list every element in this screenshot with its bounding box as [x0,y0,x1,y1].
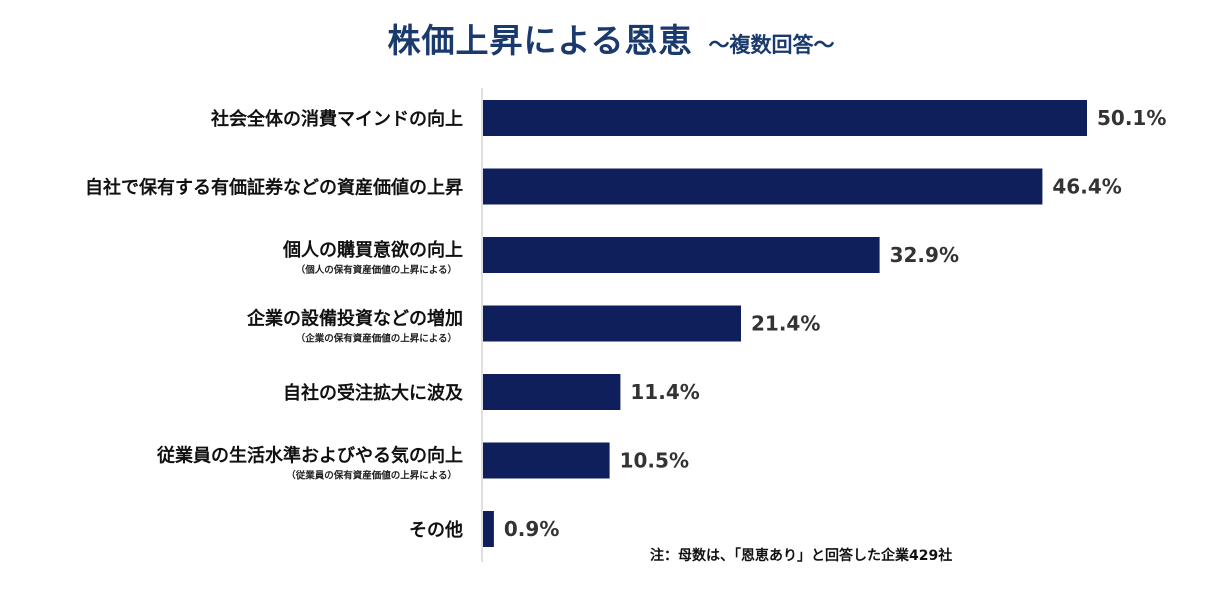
bar [483,442,610,479]
footnote: 注：母数は、「恩恵あり」と回答した企業429社 [650,548,953,564]
bar-value-label: 10.5% [620,449,689,473]
chart-header: 株価上昇による恩恵 ～複数回答～ [0,14,1222,62]
chart-subtitle: ～複数回答～ [708,33,835,57]
bar [483,168,1043,205]
category-label: 社会全体の消費マインドの向上 [211,108,463,130]
bar [483,511,494,547]
bar-value-label: 46.4% [1052,175,1121,199]
bar [483,374,621,410]
bar-value-label: 21.4% [751,312,820,336]
bar-value-label: 11.4% [630,380,699,404]
category-sublabel: （企業の保有資産価値の上昇による） [296,333,457,345]
chart-title: 株価上昇による恩恵 [387,21,693,60]
bar-value-label: 0.9% [504,517,559,541]
category-label: 従業員の生活水準およびやる気の向上 [156,445,463,467]
bar-value-label: 32.9% [890,243,959,267]
category-label: 自社の受注拡大に波及 [283,382,464,404]
bar [483,100,1087,136]
bars-layer: 50.1% 社会全体の消費マインドの向上 46.4% 自社で保有する有価証券などの資産… [85,88,1166,562]
category-sublabel: （個人の保有資産価値の上昇による） [296,264,457,276]
category-sublabel: （従業員の保有資産価値の上昇による） [286,470,457,482]
category-label: 企業の設備投資などの増加 [246,308,463,330]
bar [483,237,880,273]
category-label: 自社で保有する有価証券などの資産価値の上昇 [85,177,463,199]
category-label: 個人の購買意欲の向上 [282,239,463,261]
bar-value-label: 50.1% [1097,106,1166,130]
category-label: その他 [409,519,463,541]
bar [483,305,741,342]
